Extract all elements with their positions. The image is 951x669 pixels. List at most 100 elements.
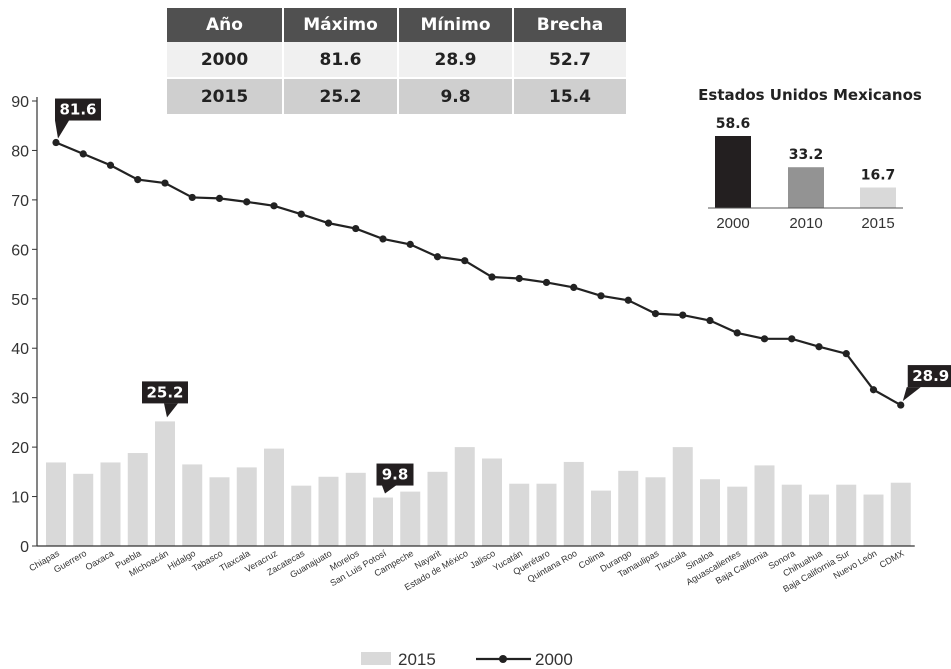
bar-2015	[809, 494, 829, 546]
bar-2015	[209, 477, 230, 546]
point-2000	[706, 316, 714, 325]
bar-2015	[672, 447, 693, 546]
y-tick-label: 10	[11, 490, 29, 507]
header-year: Año	[167, 8, 284, 42]
point-2000	[651, 310, 660, 318]
callout-pointer	[55, 120, 69, 139]
point-2000	[324, 219, 333, 227]
y-tick-label: 0	[20, 539, 29, 556]
header-min: Mínimo	[398, 8, 514, 42]
callout-label: 28.9	[912, 367, 949, 385]
point-2000	[842, 350, 850, 358]
callout-box	[907, 365, 951, 388]
point-2000	[106, 161, 115, 169]
inset-category-label: 2000	[716, 215, 749, 232]
point-2000	[52, 138, 60, 147]
cell-year: 2000	[167, 42, 284, 79]
point-2000	[188, 193, 196, 202]
point-2000	[597, 292, 605, 300]
point-2000	[297, 210, 305, 218]
callout-pointer	[382, 485, 396, 494]
bar-2015	[454, 447, 475, 546]
bar-2015	[400, 491, 421, 546]
y-tick-label: 60	[11, 242, 29, 259]
cell-year: 2015	[167, 78, 284, 114]
bar-2015	[727, 486, 748, 546]
point-2000	[624, 296, 632, 304]
legend-label-2015: 2015	[398, 650, 436, 669]
bar-2015	[100, 462, 121, 546]
x-tick-label: CDMX	[878, 548, 906, 570]
point-2000	[815, 343, 823, 351]
point-2000	[570, 283, 578, 292]
point-2000	[215, 194, 224, 203]
bar-2015	[591, 490, 611, 546]
callout-box	[142, 381, 188, 404]
summary-row: 2000 81.6 28.9 52.7	[167, 42, 626, 79]
bar-2015	[345, 472, 366, 546]
summary-header-row: Año Máximo Mínimo Brecha	[167, 8, 626, 42]
legend-marker-2000	[499, 655, 507, 663]
inset-category-label: 2010	[789, 215, 822, 232]
y-tick-label: 20	[11, 440, 29, 457]
point-2000	[461, 257, 469, 265]
cell-max: 81.6	[283, 42, 399, 79]
y-tick-label: 30	[11, 391, 29, 408]
y-tick-label: 90	[11, 94, 29, 111]
y-tick-label: 70	[11, 193, 29, 210]
y-tick-label: 40	[11, 341, 29, 358]
point-2000	[760, 335, 769, 343]
inset-bar	[715, 136, 751, 208]
y-tick-label: 80	[11, 143, 29, 160]
bar-2015	[46, 462, 66, 546]
bar-2015	[236, 467, 257, 546]
bar-2015	[318, 476, 339, 546]
bar-2015	[863, 494, 884, 546]
bar-2015	[127, 453, 148, 546]
point-2000	[542, 278, 551, 287]
point-2000	[270, 202, 278, 210]
summary-row: 2015 25.2 9.8 15.4	[167, 78, 626, 114]
legend-swatch-2015	[361, 652, 391, 665]
cell-gap: 15.4	[513, 78, 626, 114]
bar-2015	[182, 464, 203, 546]
inset-value-label: 16.7	[861, 167, 896, 183]
x-tick-label: Oaxaca	[84, 548, 116, 572]
point-2000	[379, 235, 387, 243]
point-2000	[161, 179, 169, 187]
header-max: Máximo	[283, 8, 399, 42]
point-2000	[733, 329, 741, 337]
bar-2015	[373, 497, 393, 546]
bar-2015	[700, 479, 720, 546]
callout-label: 81.6	[59, 101, 96, 119]
point-2000	[897, 401, 905, 409]
point-2000	[352, 224, 360, 233]
point-2000	[515, 274, 523, 283]
callout-label: 9.8	[382, 466, 409, 484]
bar-2015	[836, 484, 857, 546]
bar-2015	[563, 461, 584, 546]
bar-2015	[645, 477, 666, 546]
point-2000	[679, 311, 687, 319]
legend-label-2000: 2000	[535, 650, 573, 669]
point-2000	[488, 273, 496, 281]
bar-2015	[264, 448, 284, 546]
x-tick-label: Tlaxcala	[654, 548, 688, 573]
point-2000	[243, 198, 251, 206]
point-2000	[788, 335, 796, 343]
bar-2015	[73, 473, 94, 546]
cell-max: 25.2	[283, 78, 399, 114]
bar-2015	[536, 483, 557, 546]
summary-table: Año Máximo Mínimo Brecha 2000 81.6 28.9 …	[167, 8, 626, 114]
bar-2015	[618, 470, 639, 546]
point-2000	[79, 150, 87, 158]
bar-2015	[291, 485, 312, 546]
bar-2015	[427, 471, 448, 546]
point-2000	[433, 253, 442, 261]
inset-title: Estados Unidos Mexicanos	[698, 86, 922, 104]
point-2000	[134, 176, 142, 184]
callout-label: 25.2	[146, 383, 183, 401]
bar-2015	[890, 482, 911, 546]
inset-value-label: 33.2	[789, 147, 824, 163]
